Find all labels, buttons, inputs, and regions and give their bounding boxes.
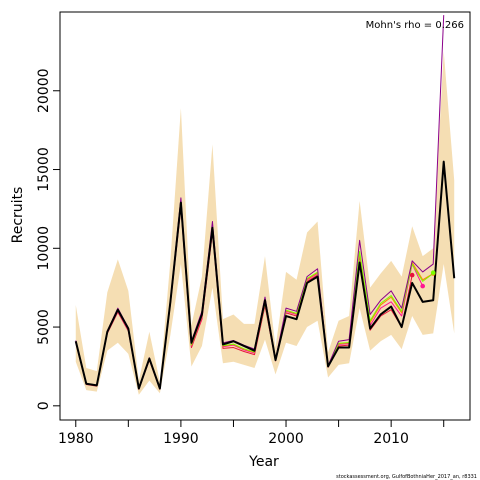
y-axis: 0 5000 10000 15000 20000: [36, 68, 60, 410]
x-axis: 1980 1990 2000 2010: [58, 420, 445, 447]
plot-frame: [59, 11, 471, 421]
confidence-band: [75, 51, 455, 395]
x-tick-label-2000: 2000: [268, 431, 304, 447]
terminal-point-3: [430, 270, 436, 276]
y-tick-label-0: 0: [36, 401, 52, 410]
credit-text: stockassessment.org, GulfofBothniaHer_20…: [336, 474, 477, 480]
terminal-point-1: [420, 283, 425, 289]
terminal-points: [409, 270, 436, 289]
y-tick-label-5000: 5000: [36, 309, 52, 345]
x-tick-label-2010: 2010: [373, 431, 409, 447]
x-axis-title: Year: [248, 454, 279, 470]
y-tick-label-15000: 15000: [36, 147, 52, 192]
retro-series-lines: [74, 15, 456, 390]
mohns-rho-annotation: Mohn's rho = 0.266: [366, 20, 464, 31]
x-tick-label-1980: 1980: [58, 431, 94, 447]
x-tick-label-1990: 1990: [163, 431, 199, 447]
y-axis-title: Recruits: [10, 187, 26, 244]
ci-band-area: [75, 51, 455, 395]
series-line-0: [74, 160, 456, 390]
terminal-point-0: [409, 272, 415, 278]
y-tick-label-20000: 20000: [36, 68, 52, 113]
y-tick-label-10000: 10000: [36, 226, 52, 271]
